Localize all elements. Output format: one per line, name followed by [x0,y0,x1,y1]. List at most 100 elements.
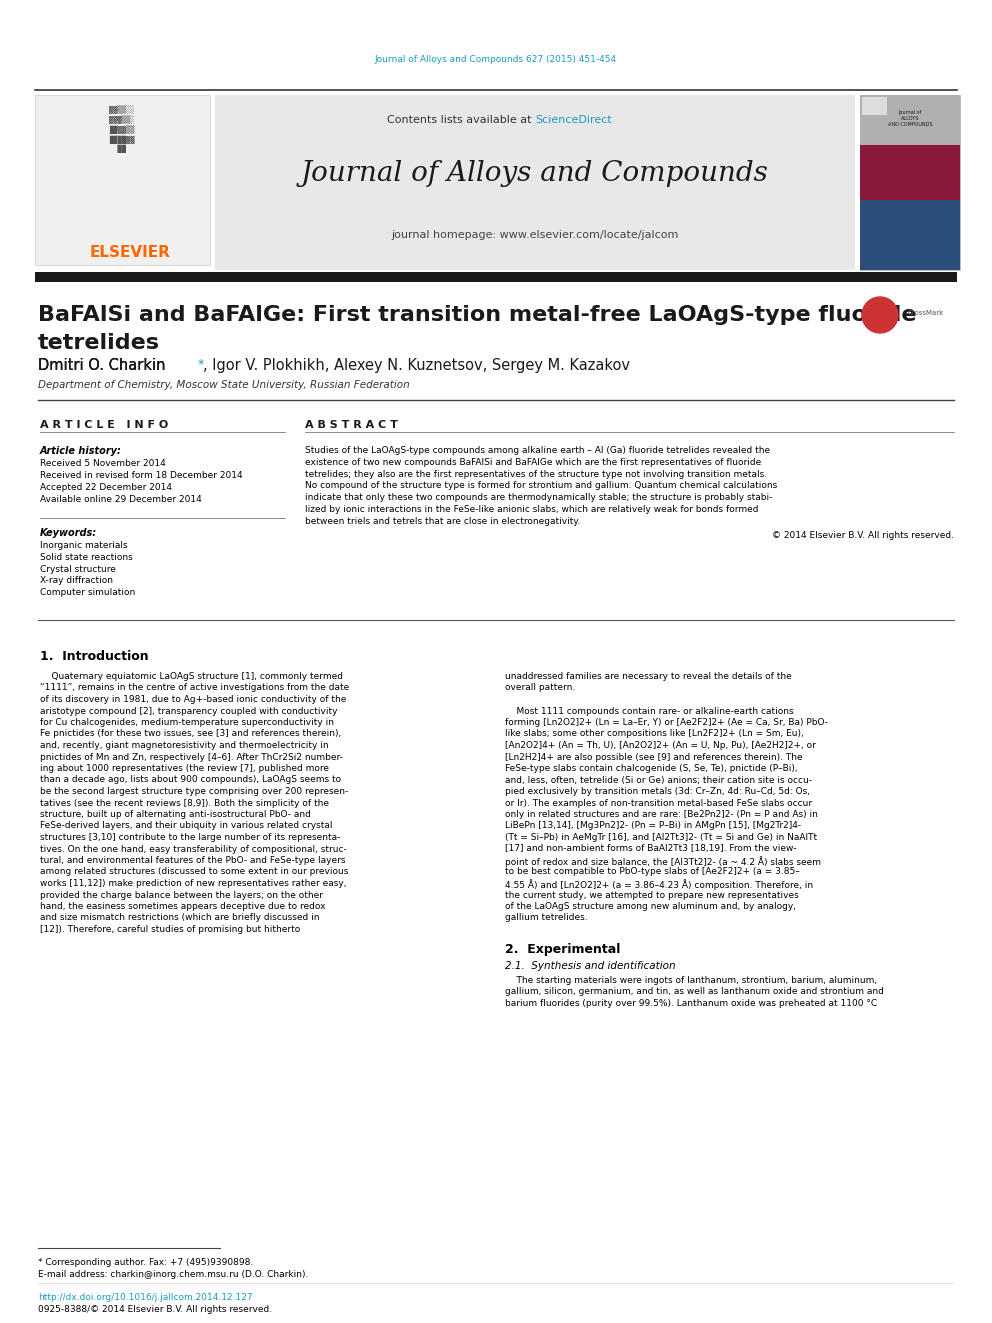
Text: LiBePn [13,14], [Mg3Pn2]2- (Pn = P–Bi) in AMgPn [15], [Mg2Tr2]4-: LiBePn [13,14], [Mg3Pn2]2- (Pn = P–Bi) i… [505,822,802,831]
Text: provided the charge balance between the layers; on the other: provided the charge balance between the … [40,890,323,900]
Text: like slabs; some other compositions like [Ln2F2]2+ (Ln = Sm, Eu),: like slabs; some other compositions like… [505,729,804,738]
Text: [An2O2]4+ (An = Th, U), [An2O2]2+ (An = U, Np, Pu), [Ae2H2]2+, or: [An2O2]4+ (An = Th, U), [An2O2]2+ (An = … [505,741,815,750]
Text: [17] and non-ambient forms of BaAl2Tt3 [18,19]. From the view-: [17] and non-ambient forms of BaAl2Tt3 [… [505,844,797,853]
Text: Article history:: Article history: [40,446,122,456]
Text: (Tt = Si–Pb) in AeMgTr [16], and [Al2Tt3]2- (Tt = Si and Ge) in NaAlTt: (Tt = Si–Pb) in AeMgTr [16], and [Al2Tt3… [505,833,817,841]
Text: , Igor V. Plokhikh, Alexey N. Kuznetsov, Sergey M. Kazakov: , Igor V. Plokhikh, Alexey N. Kuznetsov,… [203,359,630,373]
Text: Department of Chemistry, Moscow State University, Russian Federation: Department of Chemistry, Moscow State Un… [38,380,410,390]
Text: tetrelides; they also are the first representatives of the structure type not in: tetrelides; they also are the first repr… [305,470,767,479]
Bar [860,95,960,270]
Text: * Corresponding author. Fax: +7 (495)9390898.: * Corresponding author. Fax: +7 (495)939… [38,1258,253,1267]
Text: existence of two new compounds BaFAlSi and BaFAlGe which are the first represent: existence of two new compounds BaFAlSi a… [305,458,761,467]
Text: between triels and tetrels that are close in electronegativity.: between triels and tetrels that are clos… [305,517,580,525]
Text: Received 5 November 2014: Received 5 November 2014 [40,459,166,468]
Text: Journal of Alloys and Compounds 627 (2015) 451-454: Journal of Alloys and Compounds 627 (201… [375,56,617,64]
Text: and, recently, giant magnetoresistivity and thermoelectricity in: and, recently, giant magnetoresistivity … [40,741,328,750]
Text: FeSe-type slabs contain chalcogenide (S, Se, Te), pnictide (P–Bi),: FeSe-type slabs contain chalcogenide (S,… [505,763,798,773]
Bar [860,95,960,146]
Text: Dmitri O. Charkin: Dmitri O. Charkin [38,359,166,373]
Text: the current study, we attempted to prepare new representatives: the current study, we attempted to prepa… [505,890,799,900]
Text: forming [Ln2O2]2+ (Ln = La–Er, Y) or [Ae2F2]2+ (Ae = Ca, Sr, Ba) PbO-: forming [Ln2O2]2+ (Ln = La–Er, Y) or [Ae… [505,718,828,728]
Text: gallium, silicon, germanium, and tin, as well as lanthanum oxide and strontium a: gallium, silicon, germanium, and tin, as… [505,987,884,996]
Text: Inorganic materials: Inorganic materials [40,541,128,550]
Text: Received in revised form 18 December 2014: Received in revised form 18 December 201… [40,471,243,480]
Text: CrossMark: CrossMark [908,310,944,316]
Text: Quaternary equiatomic LaOAgS structure [1], commonly termed: Quaternary equiatomic LaOAgS structure [… [40,672,343,681]
Text: ScienceDirect: ScienceDirect [535,115,612,124]
Text: or Ir). The examples of non-transition metal-based FeSe slabs occur: or Ir). The examples of non-transition m… [505,799,812,807]
Text: Journal of Alloys and Compounds: Journal of Alloys and Compounds [301,160,769,187]
Text: 4.55 Å) and [Ln2O2]2+ (a = 3.86–4.23 Å) composition. Therefore, in: 4.55 Å) and [Ln2O2]2+ (a = 3.86–4.23 Å) … [505,878,813,890]
Text: tives. On the one hand, easy transferability of compositional, struc-: tives. On the one hand, easy transferabi… [40,844,347,853]
Text: ▓▓▒▒░░
▓▓▓▒▒░
██▓▓▒▒
████▓▓
  ██: ▓▓▒▒░░ ▓▓▓▒▒░ ██▓▓▒▒ ████▓▓ ██ [109,105,135,153]
Text: “1111”, remains in the centre of active investigations from the date: “1111”, remains in the centre of active … [40,684,349,692]
Bar [860,146,960,200]
Text: journal homepage: www.elsevier.com/locate/jalcom: journal homepage: www.elsevier.com/locat… [391,230,679,239]
Text: lized by ionic interactions in the FeSe-like anionic slabs, which are relatively: lized by ionic interactions in the FeSe-… [305,505,759,515]
Text: Computer simulation: Computer simulation [40,589,135,597]
Bar [35,273,957,282]
Text: pnictides of Mn and Zn, respectively [4–6]. After ThCr2Si2 number-: pnictides of Mn and Zn, respectively [4–… [40,753,343,762]
Text: A B S T R A C T: A B S T R A C T [305,419,398,430]
Text: No compound of the structure type is formed for strontium and gallium. Quantum c: No compound of the structure type is for… [305,482,778,491]
Text: structures [3,10] contribute to the large number of its representa-: structures [3,10] contribute to the larg… [40,833,340,841]
Text: of the LaOAgS structure among new aluminum and, by analogy,: of the LaOAgS structure among new alumin… [505,902,796,912]
Text: [12]). Therefore, careful studies of promising but hitherto: [12]). Therefore, careful studies of pro… [40,925,301,934]
Text: Crystal structure: Crystal structure [40,565,116,574]
Text: BaFAlSi and BaFAlGe: First transition metal-free LaOAgS-type fluoride: BaFAlSi and BaFAlGe: First transition me… [38,306,917,325]
Text: tatives (see the recent reviews [8,9]). Both the simplicity of the: tatives (see the recent reviews [8,9]). … [40,799,329,807]
Text: only in related structures and are rare: [Be2Pn2]2- (Pn = P and As) in: only in related structures and are rare:… [505,810,817,819]
Text: Dmitri O. Charkin: Dmitri O. Charkin [38,359,166,373]
Text: to be best compatible to PbO-type slabs of [Ae2F2]2+ (a = 3.85–: to be best compatible to PbO-type slabs … [505,868,800,877]
Text: A R T I C L E   I N F O: A R T I C L E I N F O [40,419,169,430]
Text: tetrelides: tetrelides [38,333,160,353]
Text: Dmitri O. Charkin: Dmitri O. Charkin [38,359,166,373]
Text: for Cu chalcogenides, medium-temperature superconductivity in: for Cu chalcogenides, medium-temperature… [40,718,334,728]
Text: http://dx.doi.org/10.1016/j.jallcom.2014.12.127: http://dx.doi.org/10.1016/j.jallcom.2014… [38,1293,253,1302]
Text: Studies of the LaOAgS-type compounds among alkaline earth – Al (Ga) fluoride tet: Studies of the LaOAgS-type compounds amo… [305,446,770,455]
Text: pied exclusively by transition metals (3d: Cr–Zn, 4d: Ru–Cd, 5d: Os,: pied exclusively by transition metals (3… [505,787,810,796]
Text: ing about 1000 representatives (the review [7], published more: ing about 1000 representatives (the revi… [40,763,329,773]
Circle shape [862,296,898,333]
Text: FeSe-derived layers, and their ubiquity in various related crystal: FeSe-derived layers, and their ubiquity … [40,822,332,831]
Text: X-ray diffraction: X-ray diffraction [40,577,113,585]
Text: point of redox and size balance, the [Al3Tt2]2- (a ~ 4.2 Å) slabs seem: point of redox and size balance, the [Al… [505,856,821,867]
Text: Accepted 22 December 2014: Accepted 22 December 2014 [40,483,172,492]
Text: ELSEVIER: ELSEVIER [90,245,171,261]
Text: aristotype compound [2], transparency coupled with conductivity: aristotype compound [2], transparency co… [40,706,337,716]
Bar [862,97,887,115]
Text: The starting materials were ingots of lanthanum, strontium, barium, aluminum,: The starting materials were ingots of la… [505,976,877,986]
Text: indicate that only these two compounds are thermodynamically stable; the structu: indicate that only these two compounds a… [305,493,773,503]
Bar [35,95,210,265]
Text: Journal of
ALLOYS
AND COMPOUNDS: Journal of ALLOYS AND COMPOUNDS [888,110,932,127]
Bar [215,95,855,270]
Text: than a decade ago, lists about 900 compounds), LaOAgS seems to: than a decade ago, lists about 900 compo… [40,775,341,785]
Text: Keywords:: Keywords: [40,528,97,538]
Text: structure, built up of alternating anti-isostructural PbO- and: structure, built up of alternating anti-… [40,810,310,819]
Text: 2.  Experimental: 2. Experimental [505,943,620,957]
Text: and size mismatch restrictions (which are briefly discussed in: and size mismatch restrictions (which ar… [40,913,319,922]
Text: Contents lists available at: Contents lists available at [387,115,535,124]
Text: 1.  Introduction: 1. Introduction [40,650,149,663]
Text: E-mail address: charkin@inorg.chem.msu.ru (D.O. Charkin).: E-mail address: charkin@inorg.chem.msu.r… [38,1270,309,1279]
Text: works [11,12]) make prediction of new representatives rather easy,: works [11,12]) make prediction of new re… [40,878,346,888]
Text: Available online 29 December 2014: Available online 29 December 2014 [40,495,201,504]
Text: of its discovery in 1981, due to Ag+-based ionic conductivity of the: of its discovery in 1981, due to Ag+-bas… [40,695,346,704]
Text: Most 1111 compounds contain rare- or alkaline-earth cations: Most 1111 compounds contain rare- or alk… [505,706,794,716]
Text: unaddressed families are necessary to reveal the details of the: unaddressed families are necessary to re… [505,672,792,681]
Text: *: * [198,359,204,370]
Text: 2.1.  Synthesis and identification: 2.1. Synthesis and identification [505,960,676,971]
Text: 0925-8388/© 2014 Elsevier B.V. All rights reserved.: 0925-8388/© 2014 Elsevier B.V. All right… [38,1304,272,1314]
Text: tural, and environmental features of the PbO- and FeSe-type layers: tural, and environmental features of the… [40,856,345,865]
Text: ✓: ✓ [872,307,888,325]
Text: Fe pnictides (for these two issues, see [3] and references therein),: Fe pnictides (for these two issues, see … [40,729,341,738]
Text: overall pattern.: overall pattern. [505,684,575,692]
Text: [Ln2H2]4+ are also possible (see [9] and references therein). The: [Ln2H2]4+ are also possible (see [9] and… [505,753,803,762]
Text: hand, the easiness sometimes appears deceptive due to redox: hand, the easiness sometimes appears dec… [40,902,325,912]
Text: © 2014 Elsevier B.V. All rights reserved.: © 2014 Elsevier B.V. All rights reserved… [772,531,954,540]
Bar [860,200,960,270]
Text: Solid state reactions: Solid state reactions [40,553,133,562]
Text: among related structures (discussed to some extent in our previous: among related structures (discussed to s… [40,868,348,877]
Text: gallium tetrelides.: gallium tetrelides. [505,913,587,922]
Text: and, less, often, tetrelide (Si or Ge) anions; their cation site is occu-: and, less, often, tetrelide (Si or Ge) a… [505,775,812,785]
